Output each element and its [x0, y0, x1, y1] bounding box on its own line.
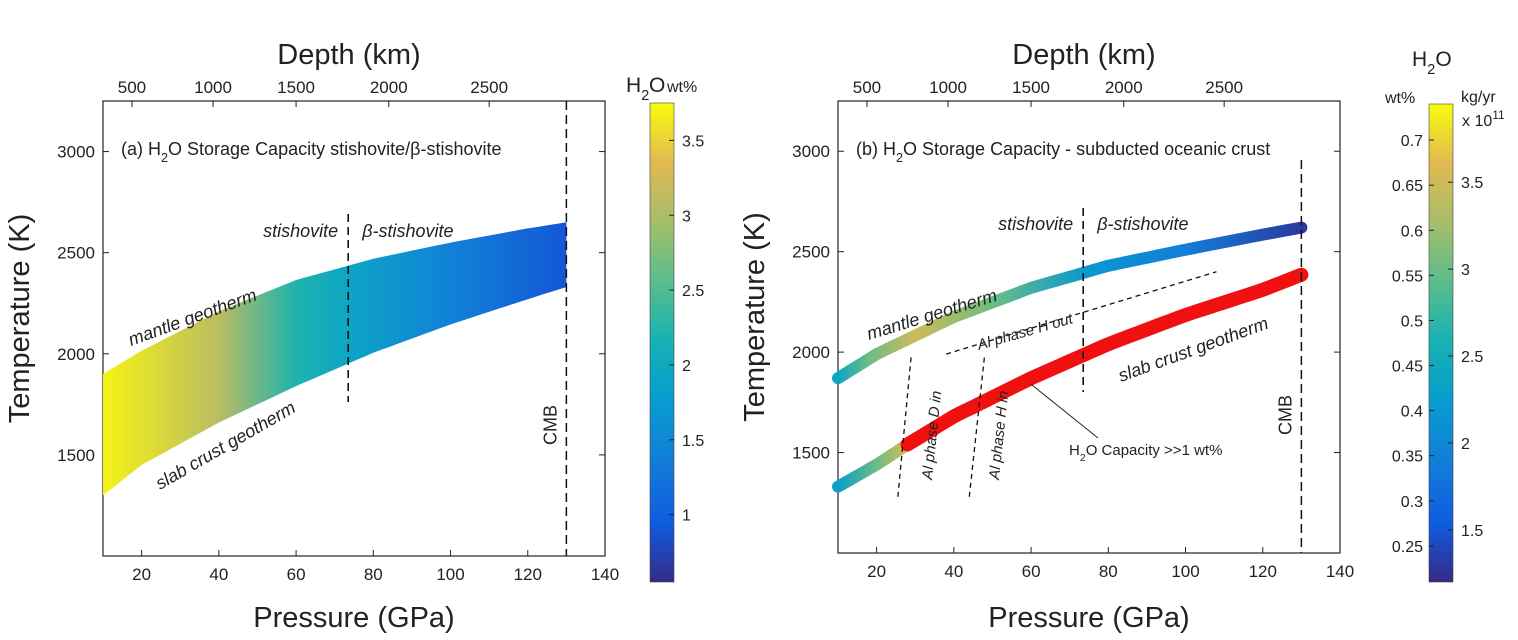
colorbar-a-tick-label: 1.5 [682, 433, 704, 450]
depth-tick-label: 2000 [370, 78, 408, 97]
slab-geotherm-curve-saturated [900, 267, 1309, 452]
colorbar-b-right-label: kg/yr [1461, 89, 1496, 106]
depth-tick-label: 1500 [277, 78, 315, 97]
x-tick-label: 100 [436, 565, 464, 584]
colorbar-b-left-tick-label: 0.7 [1401, 133, 1423, 150]
depth-tick-label: 2500 [470, 78, 508, 97]
depth-tick-label: 1000 [194, 78, 232, 97]
colorbar-b-left-tick-label: 0.65 [1392, 178, 1423, 195]
plot-frame [102, 100, 606, 557]
x-tick-label: 20 [132, 565, 151, 584]
depth-tick-label: 2500 [1205, 78, 1243, 97]
stishovite-label: stishovite [263, 221, 338, 241]
y-axis-title: Temperature (K) [4, 214, 36, 424]
y-tick-label: 2500 [57, 244, 95, 263]
colorbar-b-title: H2O [1412, 48, 1452, 78]
y-tick-label: 1500 [57, 446, 95, 465]
al-phase-D-in-line [897, 354, 913, 497]
h2o-capacity-band [103, 222, 567, 496]
y-tick-label: 1500 [792, 444, 830, 463]
al-phase-H-out-label: Al phase H out [974, 310, 1075, 354]
colorbar-b-left-tick-label: 0.4 [1401, 404, 1423, 421]
depth-tick-label: 500 [118, 78, 146, 97]
x-tick-label: 80 [1099, 562, 1118, 581]
mantle-geotherm-curve [832, 221, 1308, 385]
cmb-label: CMB [1275, 395, 1295, 435]
y-tick-label: 3000 [792, 142, 830, 161]
depth-tick-label: 1000 [929, 78, 967, 97]
x-tick-label: 120 [514, 565, 542, 584]
colorbar-a-title-formula: H2 [626, 74, 649, 104]
colorbar-b-left-label: wt% [1384, 90, 1415, 107]
colorbar-b-left-tick-label: 0.3 [1401, 494, 1423, 511]
colorbar-a-tick-label: 2 [682, 358, 691, 375]
colorbar-b-left-tick-label: 0.25 [1392, 539, 1423, 556]
colorbar-b-left-tick-label: 0.55 [1392, 268, 1423, 285]
x-tick-label: 140 [591, 565, 619, 584]
colorbar-a-title-unit: wt% [666, 79, 697, 96]
colorbar-b-left-tick-label: 0.5 [1401, 313, 1423, 330]
colorbar-a-tick-label: 1 [682, 508, 691, 525]
y-tick-label: 2500 [792, 243, 830, 262]
slab-geotherm-label: slab crust geotherm [1116, 313, 1271, 386]
colorbar-a-tick-label: 3.5 [682, 133, 704, 150]
al-phase-D-in-label: Al phase D in [919, 390, 945, 482]
x-tick-label: 140 [1326, 562, 1354, 581]
colorbar-a-tick-label: 2.5 [682, 283, 704, 300]
x2-axis-title: Depth (km) [277, 39, 420, 71]
x-axis-title: Pressure (GPa) [988, 602, 1189, 634]
colorbar-b-left-tick-label: 0.35 [1392, 449, 1423, 466]
panel-a: 20 40 60 80 100 120 140 1500 2000 2500 3000 500 1000… [4, 39, 619, 634]
beta-stishovite-label: β-stishovite [1096, 214, 1188, 234]
y-tick-label: 2000 [792, 343, 830, 362]
x-tick-label: 120 [1249, 562, 1277, 581]
panel-title-annotation: (b) H2O Storage Capacity - subducted oce… [856, 139, 1270, 165]
mantle-geotherm-label: mantle geotherm [864, 285, 999, 344]
colorbar-b-right-tick-label: 3.5 [1461, 175, 1483, 192]
colorbar-a [649, 102, 675, 583]
colorbar-b-right-tick-label: 2.5 [1461, 349, 1483, 366]
x-tick-label: 40 [209, 565, 228, 584]
slab-geotherm-curve-undersaturated [832, 438, 914, 493]
colorbar-b-right-scale: x 1011 [1462, 108, 1505, 130]
y-axis-title: Temperature (K) [739, 212, 771, 422]
y-tick-label: 2000 [57, 345, 95, 364]
colorbar-a-tick-label: 3 [682, 208, 691, 225]
depth-tick-label: 2000 [1105, 78, 1143, 97]
beta-stishovite-label: β-stishovite [361, 221, 453, 241]
panel-b: 20 40 60 80 100 120 140 1500 2000 2500 3000 500 1000… [739, 39, 1354, 634]
colorbar-b-right-tick-label: 3 [1461, 262, 1470, 279]
stishovite-label: stishovite [998, 214, 1073, 234]
colorbar-b-right-tick-label: 1.5 [1461, 523, 1483, 540]
x-tick-label: 40 [944, 562, 963, 581]
x-tick-label: 20 [867, 562, 886, 581]
x-tick-label: 80 [364, 565, 383, 584]
colorbar-b-left-tick-label: 0.45 [1392, 359, 1423, 376]
plot-frame [837, 100, 1341, 554]
x-tick-label: 60 [1022, 562, 1041, 581]
panel-title-annotation: (a) H2O Storage Capacity stishovite/β-st… [121, 139, 502, 165]
colorbar-a-title-o: O [649, 74, 665, 97]
capacity-leader-line [1030, 383, 1099, 439]
y-tick-label: 3000 [57, 143, 95, 162]
al-phase-H-out-line [945, 271, 1217, 355]
colorbar-b [1428, 103, 1454, 583]
x-tick-label: 100 [1171, 562, 1199, 581]
capacity-note: H2O Capacity >>1 wt% [1069, 442, 1222, 464]
x-axis-title: Pressure (GPa) [253, 602, 454, 634]
depth-tick-label: 1500 [1012, 78, 1050, 97]
depth-tick-label: 500 [853, 78, 881, 97]
colorbar-b-right-tick-label: 2 [1461, 436, 1470, 453]
colorbar-b-left-tick-label: 0.6 [1401, 223, 1423, 240]
al-phase-H-in-line [968, 354, 986, 497]
cmb-label: CMB [540, 405, 560, 445]
x2-axis-title: Depth (km) [1012, 39, 1155, 71]
x-tick-label: 60 [287, 565, 306, 584]
